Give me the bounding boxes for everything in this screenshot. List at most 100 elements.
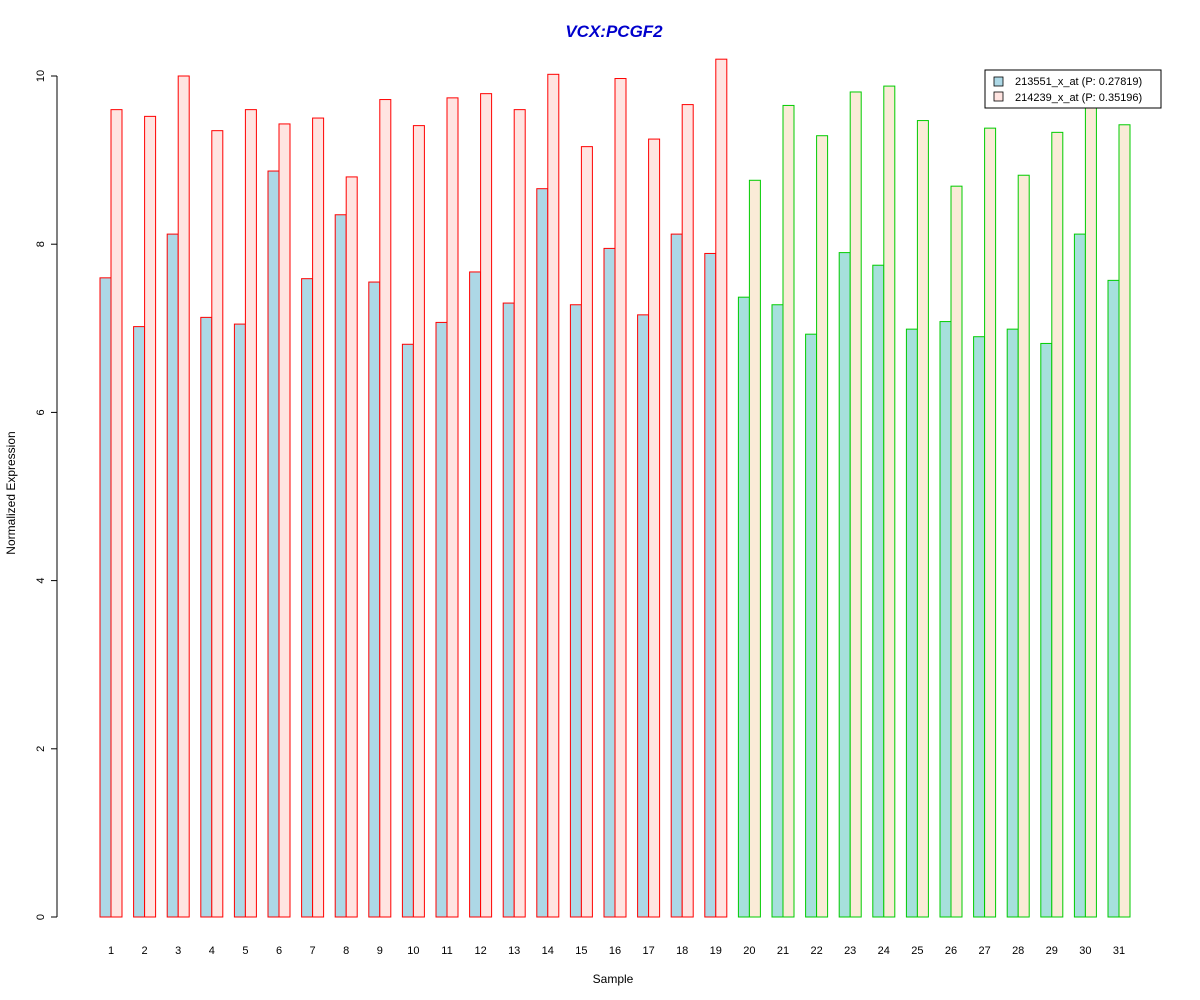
x-tick-label: 22	[810, 945, 822, 957]
bar-series-1-sample-20	[737, 296, 750, 918]
legend: 213551_x_at (P: 0.27819) 214239_x_at (P:…	[984, 69, 1162, 109]
bar-series-1-sample-23	[838, 252, 851, 918]
bar-series-1-sample-26	[939, 321, 952, 918]
bar-series-2-sample-13	[513, 109, 526, 918]
bar-series-1-sample-27	[973, 336, 986, 918]
legend-label-series-2: 214239_x_at (P: 0.35196)	[1015, 92, 1142, 104]
bar-series-1-sample-11	[435, 321, 448, 918]
bar-series-1-sample-4	[200, 316, 213, 918]
bar-series-2-sample-25	[916, 120, 929, 918]
bar-series-1-sample-31	[1107, 279, 1120, 918]
bar-series-2-sample-31	[1118, 124, 1131, 918]
bar-series-2-sample-26	[950, 185, 963, 918]
bar-series-2-sample-24	[883, 85, 896, 918]
bar-series-1-sample-16	[603, 247, 616, 918]
legend-box	[984, 69, 1162, 109]
x-tick-label: 13	[508, 945, 520, 957]
x-tick-label: 12	[474, 945, 486, 957]
bar-series-1-sample-6	[267, 170, 280, 918]
bar-series-1-sample-2	[133, 326, 146, 918]
y-axis-label: Normalized Expression	[4, 431, 18, 554]
x-tick-label: 24	[878, 945, 890, 957]
bars-group	[99, 58, 1131, 918]
bar-series-1-sample-13	[502, 302, 515, 918]
x-tick-label: 4	[209, 945, 215, 957]
y-tick-label: 8	[35, 241, 47, 247]
chart-title: VCX:PCGF2	[565, 22, 663, 41]
bar-series-2-sample-15	[580, 146, 593, 918]
x-tick-label: 26	[945, 945, 957, 957]
bar-series-1-sample-30	[1073, 233, 1086, 918]
bar-series-2-sample-7	[312, 117, 325, 918]
x-tick-label: 15	[575, 945, 587, 957]
y-tick-label: 10	[35, 70, 47, 82]
x-tick-label: 11	[441, 945, 452, 957]
bar-series-2-sample-20	[748, 179, 761, 918]
bar-series-1-sample-10	[401, 343, 414, 918]
x-tick-label: 25	[911, 945, 923, 957]
x-tick-label: 2	[142, 945, 148, 957]
bar-series-1-sample-22	[805, 333, 818, 918]
x-tick-label: 29	[1046, 945, 1058, 957]
bar-series-2-sample-27	[984, 127, 997, 918]
x-tick-label: 14	[542, 945, 554, 957]
bar-series-2-sample-21	[782, 104, 795, 918]
bar-series-2-sample-17	[648, 138, 661, 918]
x-tick-label: 17	[642, 945, 654, 957]
bar-series-2-sample-1	[110, 109, 123, 918]
bar-series-2-sample-16	[614, 78, 627, 918]
x-tick-label: 23	[844, 945, 856, 957]
x-tick-label: 9	[377, 945, 383, 957]
legend-swatch-series-2	[993, 91, 1004, 102]
bar-series-2-sample-2	[144, 115, 157, 918]
bar-series-2-sample-18	[681, 104, 694, 918]
x-tick-label: 7	[310, 945, 316, 957]
x-tick-label: 16	[609, 945, 621, 957]
x-tick-label: 21	[777, 945, 789, 957]
x-tick-label: 19	[710, 945, 722, 957]
bar-series-2-sample-6	[278, 123, 291, 918]
bar-series-1-sample-25	[905, 328, 918, 918]
bar-series-2-sample-11	[446, 97, 459, 918]
bar-series-1-sample-3	[166, 233, 179, 918]
bar-series-2-sample-29	[1051, 131, 1064, 918]
bar-series-1-sample-28	[1006, 328, 1019, 918]
y-tick-label: 2	[35, 746, 47, 752]
x-tick-label: 5	[242, 945, 248, 957]
bar-series-1-sample-9	[368, 281, 381, 918]
bar-series-2-sample-30	[1084, 100, 1097, 918]
bar-series-1-sample-5	[233, 323, 246, 918]
x-tick-label: 1	[108, 945, 114, 957]
bar-series-2-sample-3	[177, 75, 190, 918]
bar-series-1-sample-1	[99, 277, 112, 918]
bar-series-2-sample-5	[244, 109, 257, 918]
bar-series-2-sample-9	[379, 99, 392, 918]
bar-series-1-sample-19	[704, 252, 717, 918]
bar-series-1-sample-8	[334, 214, 347, 918]
legend-label-series-1: 213551_x_at (P: 0.27819)	[1015, 76, 1142, 88]
bar-series-2-sample-22	[816, 135, 829, 918]
x-tick-label: 18	[676, 945, 688, 957]
bar-series-2-sample-10	[412, 125, 425, 918]
bar-series-2-sample-4	[211, 130, 224, 918]
y-axis: 0 2 4 6 8 10	[35, 70, 58, 920]
x-tick-label: 31	[1113, 945, 1125, 957]
x-tick-label: 30	[1079, 945, 1091, 957]
x-tick-label: 3	[175, 945, 181, 957]
legend-swatch-series-1	[993, 76, 1004, 87]
bar-series-1-sample-15	[569, 304, 582, 918]
bar-series-1-sample-21	[771, 304, 784, 918]
bar-series-1-sample-12	[469, 271, 482, 918]
bar-series-1-sample-29	[1040, 342, 1053, 918]
x-tick-label: 27	[978, 945, 990, 957]
y-tick-label: 0	[35, 914, 47, 920]
bar-series-1-sample-17	[637, 314, 650, 918]
bar-series-1-sample-14	[536, 188, 549, 918]
bar-series-2-sample-19	[715, 58, 728, 918]
x-tick-label: 20	[743, 945, 755, 957]
x-axis-label: Sample	[593, 972, 634, 986]
bar-series-2-sample-28	[1017, 174, 1030, 918]
x-tick-label: 6	[276, 945, 282, 957]
bar-series-2-sample-12	[480, 93, 493, 918]
